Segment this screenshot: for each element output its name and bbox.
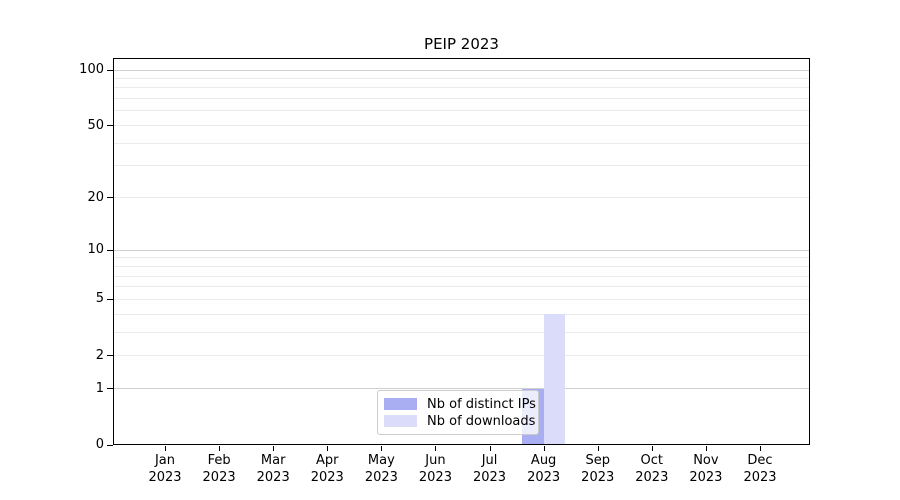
x-axis-tick-label-line: 2023	[202, 470, 236, 485]
x-axis-tick-oct-2023	[651, 446, 653, 451]
y-axis-tick-label-50: 50	[87, 117, 104, 133]
x-axis-tick-label-line: Feb	[207, 453, 231, 468]
minor-gridline-7	[114, 275, 809, 277]
minor-gridline-20	[114, 197, 809, 199]
x-axis-tick-sep-2023	[597, 446, 599, 451]
minor-gridline-80	[114, 87, 809, 89]
x-axis-tick-label-line: Mar	[260, 453, 286, 468]
minor-gridline-9	[114, 257, 809, 259]
minor-gridline-90	[114, 77, 809, 79]
legend-swatch-downloads	[384, 415, 417, 427]
legend-swatch-distinct-ips	[384, 398, 417, 410]
y-axis-tick-label-100: 100	[79, 62, 104, 77]
y-axis-tick-10	[107, 249, 113, 251]
x-axis-tick-label-line: 2023	[689, 470, 723, 485]
x-axis-tick-label-feb-2023: Feb 2023	[184, 452, 254, 486]
legend: Nb of distinct IPs Nb of downloads	[377, 390, 539, 435]
x-axis-tick-mar-2023	[273, 446, 275, 451]
x-axis-tick-label-line: Jul	[481, 453, 498, 468]
x-axis-tick-dec-2023	[759, 446, 761, 451]
y-axis-tick-50	[107, 125, 113, 127]
y-axis-tick-1	[107, 388, 113, 390]
y-axis-tick-100	[107, 69, 113, 71]
x-axis-tick-nov-2023	[705, 446, 707, 451]
x-axis-tick-label-line: Oct	[640, 453, 664, 468]
x-axis-tick-label-line: 2023	[743, 470, 777, 485]
x-axis-tick-may-2023	[381, 446, 383, 451]
x-axis-tick-label-line: 2023	[635, 470, 669, 485]
x-axis-tick-jul-2023	[489, 446, 491, 451]
x-axis-tick-label-apr-2023: Apr 2023	[292, 452, 362, 486]
y-axis-tick-2	[107, 355, 113, 357]
x-axis-tick-label-line: Aug	[530, 453, 557, 468]
y-axis-tick-label-2: 2	[95, 347, 104, 363]
major-gridline-1	[114, 388, 809, 390]
x-axis-tick-label-sep-2023: Sep 2023	[563, 452, 633, 486]
x-axis-tick-label-aug-2023: Aug 2023	[509, 452, 579, 486]
x-axis-tick-label-line: Sep	[585, 453, 610, 468]
minor-gridline-70	[114, 98, 809, 100]
x-axis-tick-label-line: 2023	[256, 470, 290, 485]
legend-label-distinct-ips: Nb of distinct IPs	[427, 396, 536, 412]
x-axis-tick-label-oct-2023: Oct 2023	[617, 452, 687, 486]
x-axis-tick-label-line: Apr	[316, 453, 339, 468]
minor-gridline-50	[114, 125, 809, 127]
major-gridline-10	[114, 249, 809, 251]
minor-gridline-6	[114, 286, 809, 288]
legend-entry-distinct-ips: Nb of distinct IPs	[384, 397, 536, 412]
x-axis-tick-label-line: Jun	[425, 453, 446, 468]
x-axis-tick-label-line: May	[367, 453, 395, 468]
minor-gridline-2	[114, 355, 809, 357]
chart-title: PEIP 2023	[424, 35, 499, 53]
minor-gridline-3	[114, 331, 809, 333]
x-axis-tick-feb-2023	[219, 446, 221, 451]
x-axis-tick-label-nov-2023: Nov 2023	[671, 452, 741, 486]
minor-gridline-30	[114, 165, 809, 167]
x-axis-tick-label-line: 2023	[418, 470, 452, 485]
x-axis-tick-label-line: Dec	[747, 453, 773, 468]
y-axis-tick-5	[107, 298, 113, 300]
x-axis-tick-label-line: Nov	[693, 453, 719, 468]
y-axis-tick-20	[107, 197, 113, 199]
y-axis-tick-label-10: 10	[87, 242, 104, 258]
x-axis-tick-label-line: 2023	[364, 470, 398, 485]
y-axis-tick-label-5: 5	[95, 291, 104, 307]
x-axis-tick-label-line: 2023	[148, 470, 182, 485]
y-axis-tick-label-0: 0	[95, 437, 104, 452]
legend-entry-downloads: Nb of downloads	[384, 414, 535, 429]
x-axis-tick-label-line: 2023	[581, 470, 615, 485]
y-axis-tick-label-20: 20	[87, 189, 104, 205]
x-axis-tick-label-line: Jan	[154, 453, 176, 468]
x-axis-tick-label-line: 2023	[527, 470, 561, 485]
x-axis-tick-apr-2023	[327, 446, 329, 451]
x-axis-tick-aug-2023	[543, 446, 545, 451]
x-axis-tick-label-jan-2023: Jan 2023	[130, 452, 200, 486]
y-axis-tick-0	[107, 444, 113, 446]
legend-label-downloads: Nb of downloads	[427, 413, 536, 429]
minor-gridline-40	[114, 142, 809, 144]
minor-gridline-4	[114, 313, 809, 315]
minor-gridline-8	[114, 265, 809, 267]
y-axis-tick-label-1: 1	[95, 380, 104, 396]
x-axis-tick-label-may-2023: May 2023	[346, 452, 416, 486]
minor-gridline-5	[114, 298, 809, 300]
x-axis-tick-label-line: 2023	[310, 470, 344, 485]
x-axis-tick-label-mar-2023: Mar 2023	[238, 452, 308, 486]
plot-border	[113, 58, 810, 445]
x-axis-tick-jan-2023	[165, 446, 166, 451]
bar-nb-of-downloads-aug-2023	[543, 314, 566, 445]
x-axis-tick-label-line: 2023	[472, 470, 507, 485]
major-gridline-100	[114, 69, 809, 71]
x-axis-tick-jun-2023	[435, 446, 437, 451]
x-axis-tick-label-jul-2023: Jul 2023	[455, 452, 525, 486]
minor-gridline-60	[114, 110, 809, 112]
x-axis-tick-label-jun-2023: Jun 2023	[400, 452, 470, 486]
x-axis-tick-label-dec-2023: Dec 2023	[725, 452, 795, 486]
